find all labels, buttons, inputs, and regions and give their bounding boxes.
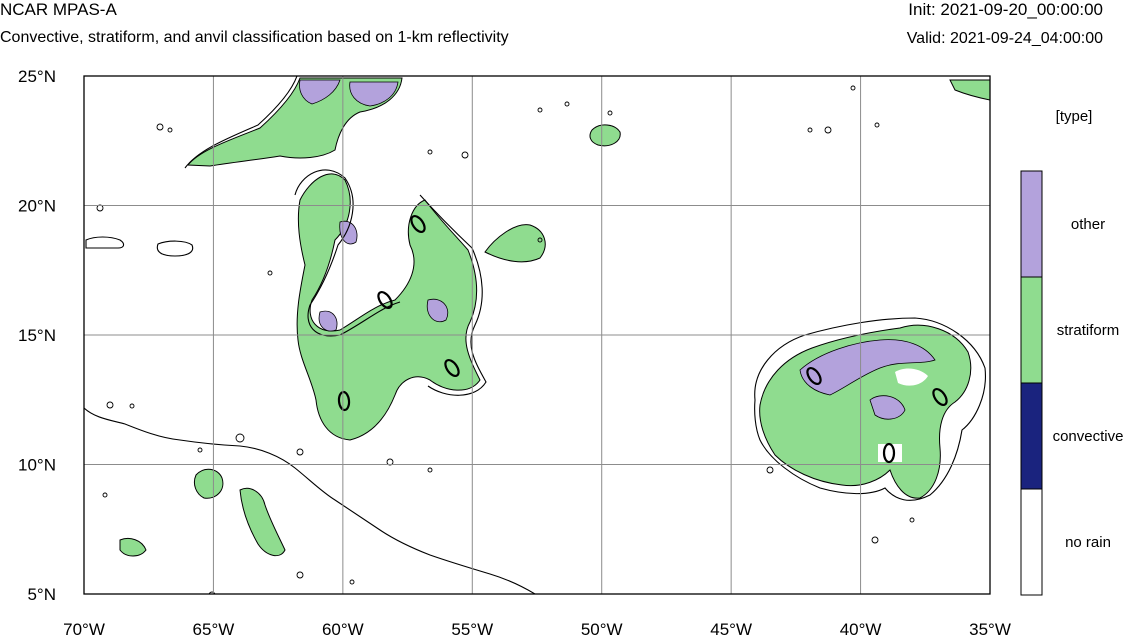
legend-label: no rain xyxy=(1065,534,1111,551)
longitude-tick-label: 35°W xyxy=(969,620,1011,639)
contour-lines xyxy=(85,76,986,501)
longitude-tick-label: 45°W xyxy=(710,620,752,639)
legend-swatch xyxy=(1020,170,1043,278)
legend-title: [type] xyxy=(1056,108,1093,125)
legend-label: stratiform xyxy=(1057,322,1120,339)
longitude-tick-label: 70°W xyxy=(63,620,105,639)
contour-label-ovals xyxy=(337,214,948,464)
precip-region xyxy=(299,79,399,107)
legend-swatch xyxy=(1020,488,1043,596)
legend-swatch xyxy=(1020,382,1043,490)
longitude-tick-label: 55°W xyxy=(451,620,493,639)
latitude-tick-label: 10°N xyxy=(18,456,56,475)
figure-subtitle: Convective, stratiform, and anvil classi… xyxy=(0,29,509,46)
latitude-labels: 5°N 10°N 15°N 20°N 25°N xyxy=(18,67,56,604)
legend-label: convective xyxy=(1053,428,1124,445)
longitude-labels: 70°W 65°W 60°W 55°W 50°W 45°W 40°W 35°W xyxy=(63,620,1011,639)
precip-region xyxy=(484,224,546,263)
init-time: Init: 2021-09-20_00:00:00 xyxy=(908,0,1103,19)
precip-region xyxy=(119,468,286,557)
valid-time: Valid: 2021-09-24_04:00:00 xyxy=(906,30,1103,47)
legend-swatch xyxy=(1020,276,1043,384)
latitude-tick-label: 20°N xyxy=(18,197,56,216)
latitude-tick-label: 5°N xyxy=(27,585,56,604)
longitude-tick-label: 40°W xyxy=(840,620,882,639)
precip-region xyxy=(318,220,449,332)
longitude-tick-label: 60°W xyxy=(322,620,364,639)
plot-frame xyxy=(83,75,991,595)
legend: other stratiform convective no rain xyxy=(1020,170,1124,596)
coastline xyxy=(84,407,536,594)
small-echoes xyxy=(96,85,915,594)
precip-region xyxy=(186,77,403,167)
longitude-tick-label: 50°W xyxy=(581,620,623,639)
precip-region xyxy=(589,124,621,147)
precip-region xyxy=(799,339,936,420)
figure-title: NCAR MPAS-A xyxy=(0,0,117,19)
longitude-tick-label: 65°W xyxy=(193,620,235,639)
latitude-tick-label: 15°N xyxy=(18,326,56,345)
latitude-tick-label: 25°N xyxy=(18,67,56,86)
legend-label: other xyxy=(1071,216,1105,233)
